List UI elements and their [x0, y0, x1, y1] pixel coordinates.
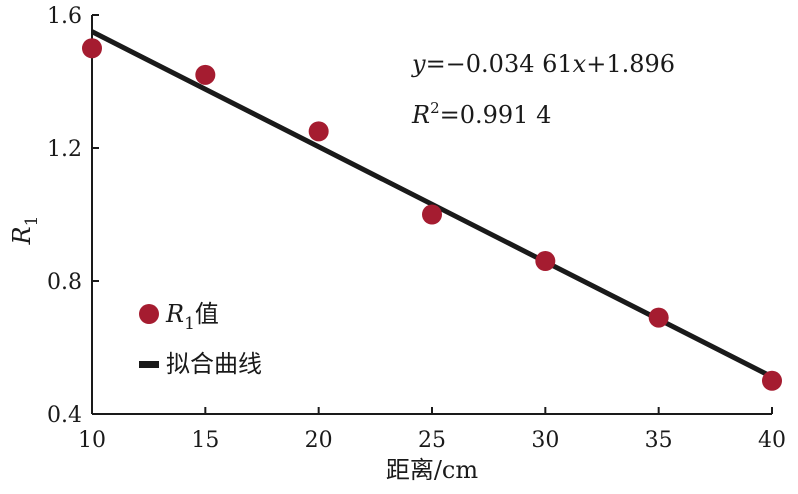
legend-marker-points [139, 304, 159, 324]
fit-equation: y=−0.034 61x+1.896 [411, 50, 675, 78]
x-axis-label: 距离/cm [386, 456, 479, 484]
x-tick-label: 30 [531, 428, 559, 453]
legend-label-points: R1值 [165, 300, 219, 334]
x-tick-label: 40 [758, 428, 786, 453]
data-point [82, 38, 102, 59]
legend: R1值 拟合曲线 [139, 300, 262, 378]
r-squared: R2=0.991 4 [411, 99, 551, 129]
x-tick-label: 10 [78, 428, 106, 453]
x-tick-label: 15 [191, 428, 219, 453]
data-point [648, 307, 669, 328]
legend-marker-line [139, 361, 159, 368]
y-tick-label: 1.2 [47, 137, 82, 162]
data-points-layer [82, 38, 782, 391]
x-tick-label: 20 [305, 428, 333, 453]
data-point [535, 251, 556, 272]
data-point [762, 370, 782, 391]
y-tick-label: 0.4 [47, 403, 82, 428]
x-tick-label: 35 [645, 428, 673, 453]
y-ticks: 0.4 0.8 1.2 1.6 [47, 4, 99, 428]
y-axis-label: R1 [8, 216, 42, 246]
data-point [422, 204, 442, 225]
x-tick-label: 25 [418, 428, 446, 453]
data-point [195, 64, 216, 85]
x-ticks: 10 15 20 25 30 35 40 [78, 407, 786, 453]
y-tick-label: 1.6 [47, 4, 82, 29]
legend-label-line: 拟合曲线 [166, 350, 262, 378]
y-tick-label: 0.8 [47, 270, 82, 295]
data-point [308, 121, 329, 142]
